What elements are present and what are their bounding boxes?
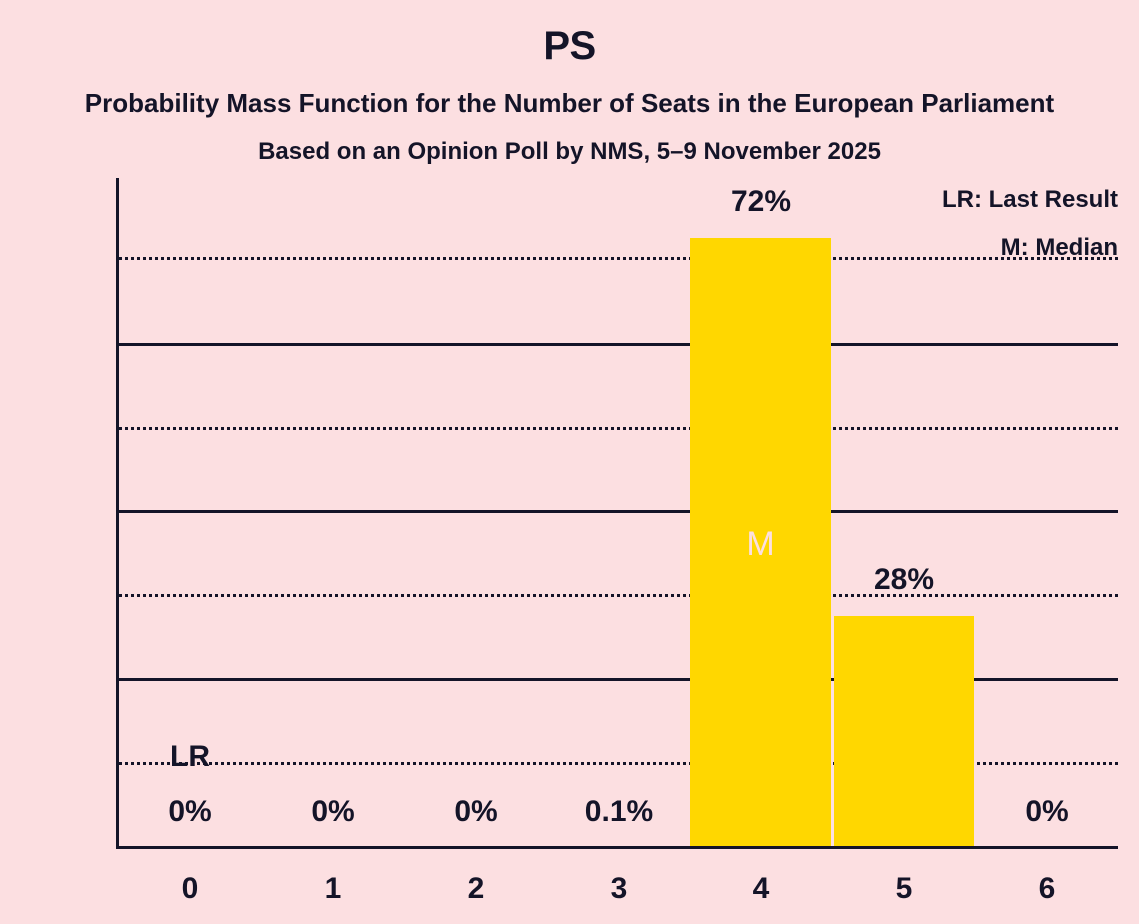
gridline-70 [119, 257, 1118, 260]
x-tick-label-4: 4 [752, 872, 770, 905]
gridline-30 [119, 594, 1118, 597]
x-tick-label-5: 5 [895, 872, 913, 905]
x-axis-line [116, 846, 1118, 849]
chart-subtitle: Probability Mass Function for the Number… [84, 88, 1055, 118]
y-axis-line [116, 178, 119, 846]
x-tick-label-1: 1 [324, 872, 342, 905]
x-tick-label-2: 2 [467, 872, 485, 905]
gridline-50 [119, 427, 1118, 430]
bar-value-label-2: 0% [454, 795, 498, 828]
bar-value-label-1: 0% [311, 795, 355, 828]
plot-area: M [116, 178, 1118, 849]
x-tick-label-6: 6 [1038, 872, 1056, 905]
legend-last-result: LR: Last Result [941, 186, 1118, 213]
bar-seats-5[interactable] [834, 616, 974, 846]
bar-value-label-4: 72% [730, 185, 792, 218]
gridline-40 [119, 510, 1118, 513]
bar-value-label-6: 0% [1025, 795, 1069, 828]
legend-median: M: Median [1000, 234, 1118, 261]
last-result-marker: LR [170, 740, 210, 773]
bar-value-label-0: 0% [168, 795, 212, 828]
bar-seats-4[interactable]: M [690, 238, 831, 846]
bar-value-label-3: 0.1% [584, 795, 654, 828]
x-tick-label-0: 0 [181, 872, 199, 905]
page-title: PS [543, 24, 596, 68]
x-tick-label-3: 3 [610, 872, 628, 905]
median-marker: M [746, 525, 775, 563]
chart-source-line: Based on an Opinion Poll by NMS, 5–9 Nov… [258, 138, 881, 165]
copyright-notice: © 2025 Filip van Laenen [1135, 0, 1139, 4]
gridline-20 [119, 678, 1118, 681]
gridline-60 [119, 343, 1118, 346]
gridline-10 [119, 762, 1118, 765]
bar-value-label-5: 28% [873, 563, 935, 596]
